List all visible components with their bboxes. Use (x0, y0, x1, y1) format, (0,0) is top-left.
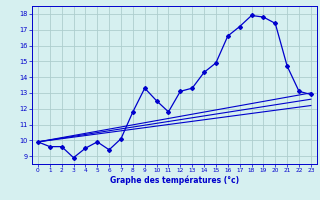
X-axis label: Graphe des températures (°c): Graphe des températures (°c) (110, 176, 239, 185)
